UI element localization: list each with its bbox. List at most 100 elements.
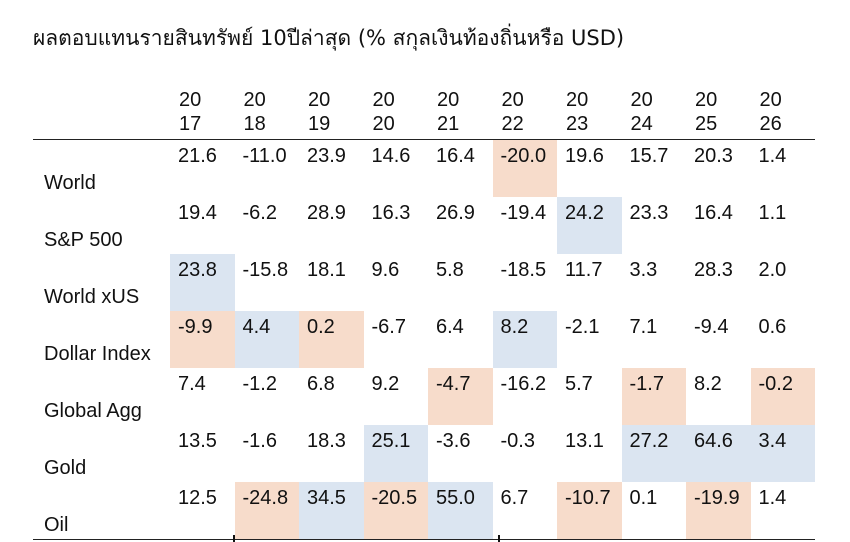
row-label-cell: World xUS <box>33 254 170 311</box>
asset-label: World <box>44 172 96 194</box>
year-header: 2024 <box>621 86 686 140</box>
return-value: -20.5 <box>371 487 418 509</box>
row-label-cell: Oil <box>33 482 170 540</box>
value-cell: 25.1 <box>363 425 428 482</box>
value-cell: 23.8 <box>170 254 235 311</box>
value-cell: 20.3 <box>686 140 751 198</box>
value-cell: 21.6 <box>170 140 235 198</box>
value-cell: -20.0 <box>492 139 557 197</box>
asset-label: Dollar Index <box>44 343 151 365</box>
value-cell: 1.4 <box>750 482 815 540</box>
value-cell: 64.6 <box>686 425 751 482</box>
return-value: 16.4 <box>694 202 733 224</box>
year-label: 2024 <box>630 89 653 135</box>
year-header: 2017 <box>170 86 235 140</box>
axis-tick-mark <box>498 535 500 542</box>
return-value: 16.3 <box>371 202 411 224</box>
return-value: 6.8 <box>307 373 335 395</box>
year-header: 2023 <box>557 86 622 140</box>
return-value: -20.0 <box>500 145 547 167</box>
value-cell: 6.4 <box>428 311 493 368</box>
value-cell: 2.0 <box>751 254 816 311</box>
year-label: 2023 <box>566 89 589 135</box>
return-value: -1.7 <box>629 373 664 395</box>
return-value: -6.2 <box>242 202 277 224</box>
table-body: World 21.6 -11.0 23.9 14.6 16.4 -20.0 19.6 15.7 2… <box>33 139 815 540</box>
return-value: 13.5 <box>178 430 217 452</box>
return-value: 19.6 <box>565 145 604 167</box>
return-value: 23.3 <box>629 202 669 224</box>
return-value: -1.6 <box>242 430 277 452</box>
return-value: -15.8 <box>242 259 289 281</box>
return-value: -16.2 <box>500 373 547 395</box>
row-label-cell: Global Agg <box>33 368 170 425</box>
asset-label: Gold <box>44 457 87 479</box>
asset-label: Oil <box>44 514 69 536</box>
value-cell: -0.2 <box>750 368 815 425</box>
value-cell: 24.2 <box>557 197 622 254</box>
value-cell: 8.2 <box>492 311 557 368</box>
return-value: -9.4 <box>694 316 729 338</box>
value-cell: 9.2 <box>364 368 429 425</box>
row-label-cell: S&P 500 <box>33 197 170 254</box>
table-row: Global Agg 7.4 -1.2 6.8 9.2 -4.7 -16.2 5.7 -1.7 8… <box>33 368 815 425</box>
value-cell: 6.7 <box>492 482 557 540</box>
return-value: 3.4 <box>758 430 787 452</box>
return-value: 20.3 <box>694 145 733 167</box>
return-value: 9.6 <box>371 259 400 281</box>
value-cell: 18.1 <box>299 254 364 311</box>
year-header: 2019 <box>299 86 364 140</box>
value-cell: 5.8 <box>428 254 493 311</box>
return-value: 28.3 <box>694 259 733 281</box>
value-cell: 5.7 <box>557 368 622 425</box>
value-cell: -1.7 <box>621 368 686 425</box>
return-value: -24.8 <box>242 487 289 509</box>
return-value: -19.4 <box>500 202 547 224</box>
returns-table: 2017 2018 2019 2020 2021 2022 2023 2024 2025 2026… <box>33 86 815 540</box>
table-row: World xUS 23.8 -15.8 18.1 9.6 5.8 -18.5 11.7 3.3… <box>33 254 815 311</box>
value-cell: -6.7 <box>364 311 429 368</box>
return-value: 21.6 <box>178 145 217 167</box>
value-cell: 19.4 <box>170 197 235 254</box>
return-value: 1.4 <box>758 145 787 167</box>
corner-cell <box>33 86 170 140</box>
return-value: 16.4 <box>436 145 475 167</box>
return-value: 7.1 <box>629 316 658 338</box>
table-row: Dollar Index -9.9 4.4 0.2 -6.7 6.4 8.2 -2.1 7.1 -… <box>33 311 815 368</box>
return-value: 24.2 <box>565 202 604 224</box>
value-cell: 3.4 <box>750 425 815 482</box>
value-cell: -1.2 <box>235 368 300 425</box>
table-header: 2017 2018 2019 2020 2021 2022 2023 2024 2025 2026 <box>33 86 815 140</box>
value-cell: -6.2 <box>235 197 300 254</box>
return-value: 0.1 <box>629 487 658 509</box>
value-cell: 9.6 <box>364 254 429 311</box>
value-cell: -0.3 <box>493 425 558 482</box>
value-cell: 7.4 <box>170 368 235 425</box>
return-value: 12.5 <box>178 487 217 509</box>
value-cell: 34.5 <box>299 482 364 540</box>
return-value: 5.7 <box>565 373 593 395</box>
return-value: -0.2 <box>758 373 793 395</box>
value-cell: 19.6 <box>557 140 622 198</box>
year-label: 2021 <box>437 89 460 135</box>
row-label-cell: World <box>33 140 170 198</box>
row-label-cell: Gold <box>33 425 170 482</box>
return-value: 19.4 <box>178 202 217 224</box>
value-cell: 55.0 <box>428 482 493 540</box>
return-value: 28.9 <box>307 202 346 224</box>
return-value: 7.4 <box>178 373 206 395</box>
value-cell: -9.4 <box>686 311 751 368</box>
row-label-cell: Dollar Index <box>33 311 170 368</box>
value-cell: 4.4 <box>234 311 299 368</box>
value-cell: -15.8 <box>235 254 300 311</box>
return-value: -11.0 <box>242 145 287 167</box>
return-value: 9.2 <box>371 373 400 395</box>
value-cell: -1.6 <box>235 425 300 482</box>
return-value: 25.1 <box>371 430 411 452</box>
return-value: -0.3 <box>500 430 535 452</box>
return-value: 15.7 <box>629 145 669 167</box>
asset-label: World xUS <box>44 286 140 308</box>
year-header: 2020 <box>363 86 428 140</box>
year-header: 2025 <box>686 86 751 140</box>
return-value: 18.3 <box>307 430 346 452</box>
